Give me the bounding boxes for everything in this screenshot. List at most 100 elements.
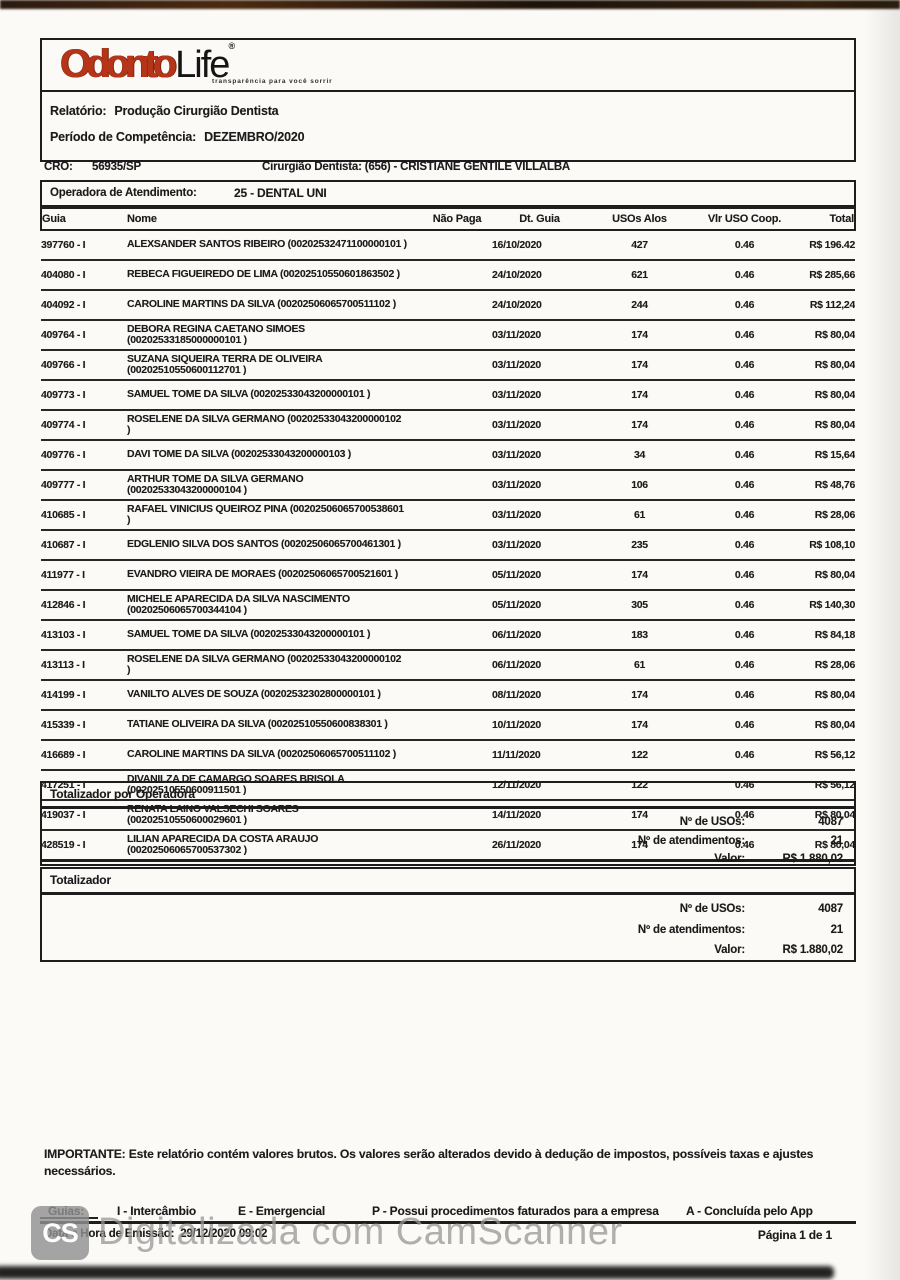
photo-bottom-edge — [0, 1266, 834, 1279]
nao-paga-cell — [422, 320, 492, 351]
usos-cell: 174 — [587, 320, 692, 351]
total-cell: R$ 28,06 — [797, 650, 855, 681]
nome-cell: CAROLINE MARTINS DA SILVA (0020250606570… — [127, 290, 422, 321]
vlr-cell: 0.46 — [692, 800, 797, 831]
totals-operadora-box: Nº de USOs: 4087 Nº de atendimentos: 21 … — [40, 807, 856, 866]
guia-cell: 414199 - I — [41, 680, 127, 711]
table-row: 412846 - I MICHELE APARECIDA DA SILVA NA… — [41, 590, 855, 621]
guia-cell: 419037 - I — [41, 800, 127, 831]
total-cell: R$ 80,04 — [797, 560, 855, 591]
dt-guia-cell: 26/11/2020 — [492, 830, 587, 862]
nome-cell: EVANDRO VIEIRA DE MORAES (00202506065700… — [127, 560, 422, 591]
total-atendimentos-label: Nº de atendimentos: — [637, 923, 745, 936]
report-value: Produção Cirurgião Dentista — [114, 104, 279, 118]
table-row: 428519 - I LILIAN APARECIDA DA COSTA ARA… — [41, 830, 855, 862]
dentist-label: Cirurgião Dentista: — [262, 161, 362, 173]
nao-paga-cell — [422, 680, 492, 711]
usos-cell: 305 — [587, 590, 692, 621]
dt-guia-cell: 03/11/2020 — [492, 320, 587, 351]
nome-cell: ROSELENE DA SILVA GERMANO (0020253304320… — [127, 410, 422, 441]
vlr-cell: 0.46 — [692, 620, 797, 651]
vlr-cell: 0.46 — [692, 350, 797, 381]
nao-paga-cell — [422, 710, 492, 741]
nao-paga-cell — [422, 230, 492, 261]
dt-guia-cell: 14/11/2020 — [492, 800, 587, 831]
dt-guia-cell: 06/11/2020 — [492, 650, 587, 681]
usos-cell: 235 — [587, 530, 692, 561]
vlr-cell: 0.46 — [692, 830, 797, 862]
usos-cell: 183 — [587, 620, 692, 651]
legend-row: Guias: I - Intercâmbio E - Emergencial P… — [0, 1204, 900, 1220]
cro-row: CRO: 56935/SP Cirurgião Dentista: (656) … — [40, 161, 852, 179]
nao-paga-cell — [422, 800, 492, 831]
dentist-value: (656) - CRISTIANE GENTILE VILLALBA — [364, 161, 571, 173]
table-row: 410687 - I EDGLENIO SILVA DOS SANTOS (00… — [41, 530, 855, 561]
table-body: 397760 - I ALEXSANDER SANTOS RIBEIRO (00… — [41, 230, 855, 862]
usos-cell: 174 — [587, 380, 692, 411]
guia-cell: 428519 - I — [41, 830, 127, 862]
emission-datetime: Data e Hora de Emissão: 29/12/2020 09:02 — [44, 1228, 267, 1240]
total-cell: R$ 80,04 — [797, 680, 855, 711]
usos-cell: 621 — [587, 260, 692, 291]
table-row: 415339 - I TATIANE OLIVEIRA DA SILVA (00… — [41, 710, 855, 741]
vlr-cell: 0.46 — [692, 230, 797, 261]
guia-cell: 416689 - I — [41, 740, 127, 771]
total-usos-value: 4087 — [818, 816, 843, 828]
vlr-cell: 0.46 — [692, 380, 797, 411]
total-cell: R$ 285,66 — [797, 260, 855, 291]
guia-cell: 411977 - I — [41, 560, 127, 591]
nao-paga-cell — [422, 590, 492, 621]
usos-cell: 174 — [587, 680, 692, 711]
cro-value: 56935/SP — [92, 161, 141, 173]
table-row: 409766 - I SUZANA SIQUEIRA TERRA DE OLIV… — [41, 350, 855, 381]
nome-cell: VANILTO ALVES DE SOUZA (0020253230280000… — [127, 680, 422, 711]
col-guia: Guia — [40, 206, 127, 231]
guia-cell: 412846 - I — [41, 590, 127, 621]
report-subheader: Relatório: Produção Cirurgião Dentista Pe… — [42, 92, 854, 160]
total-valor-label: Valor: — [714, 944, 745, 956]
total-cell: R$ 80,04 — [797, 320, 855, 351]
legend-divider-rule — [40, 1221, 856, 1224]
operadora-label: Operadora de Atendimento: — [50, 187, 197, 199]
total-cell: R$ 56,12 — [797, 740, 855, 771]
nao-paga-cell — [422, 830, 492, 862]
logo-life-text: Life — [175, 44, 230, 86]
col-total: Total — [797, 206, 856, 231]
nome-cell: ALEXSANDER SANTOS RIBEIRO (0020253247110… — [127, 230, 422, 261]
total-cell: R$ 80,04 — [797, 350, 855, 381]
nao-paga-cell — [422, 350, 492, 381]
total-cell: R$ 84,18 — [797, 620, 855, 651]
nao-paga-cell — [422, 260, 492, 291]
report-row: Relatório: Produção Cirurgião Dentista — [50, 99, 846, 125]
vlr-cell: 0.46 — [692, 530, 797, 561]
total-row: Nº de USOs: 4087 — [42, 899, 854, 920]
totals-geral-title-box: Totalizador — [40, 867, 856, 894]
guia-cell: 404080 - I — [41, 260, 127, 291]
nao-paga-cell — [422, 740, 492, 771]
nao-paga-cell — [422, 410, 492, 441]
guia-cell: 417251 - I — [41, 770, 127, 801]
col-vlr-uso-coop: Vlr USO Coop. — [692, 206, 797, 231]
table-row: 409773 - I SAMUEL TOME DA SILVA (0020253… — [41, 380, 855, 411]
dt-guia-cell: 05/11/2020 — [492, 560, 587, 591]
total-atendimentos-label: Nº de atendimentos: — [637, 834, 745, 847]
vlr-cell: 0.46 — [692, 470, 797, 501]
nao-paga-cell — [422, 530, 492, 561]
usos-cell: 174 — [587, 800, 692, 831]
report-label: Relatório: — [50, 104, 107, 118]
nao-paga-cell — [422, 290, 492, 321]
col-nome: Nome — [127, 206, 422, 231]
legend-label: Guias: — [48, 1204, 85, 1218]
table-row: 417251 - I DIVANILZA DE CAMARGO SOARES B… — [41, 770, 855, 801]
usos-cell: 174 — [587, 560, 692, 591]
usos-cell: 122 — [587, 740, 692, 771]
vlr-cell: 0.46 — [692, 770, 797, 801]
total-row: Nº de atendimentos: 21 — [42, 920, 854, 941]
period-value: DEZEMBRO/2020 — [204, 130, 305, 144]
total-atendimentos-value: 21 — [830, 834, 844, 847]
period-row: Período de Competência: DEZEMBRO/2020 — [50, 125, 846, 151]
total-cell: R$ 80,04 — [797, 800, 855, 831]
vlr-cell: 0.46 — [692, 290, 797, 321]
total-valor-label: Valor: — [714, 853, 745, 865]
